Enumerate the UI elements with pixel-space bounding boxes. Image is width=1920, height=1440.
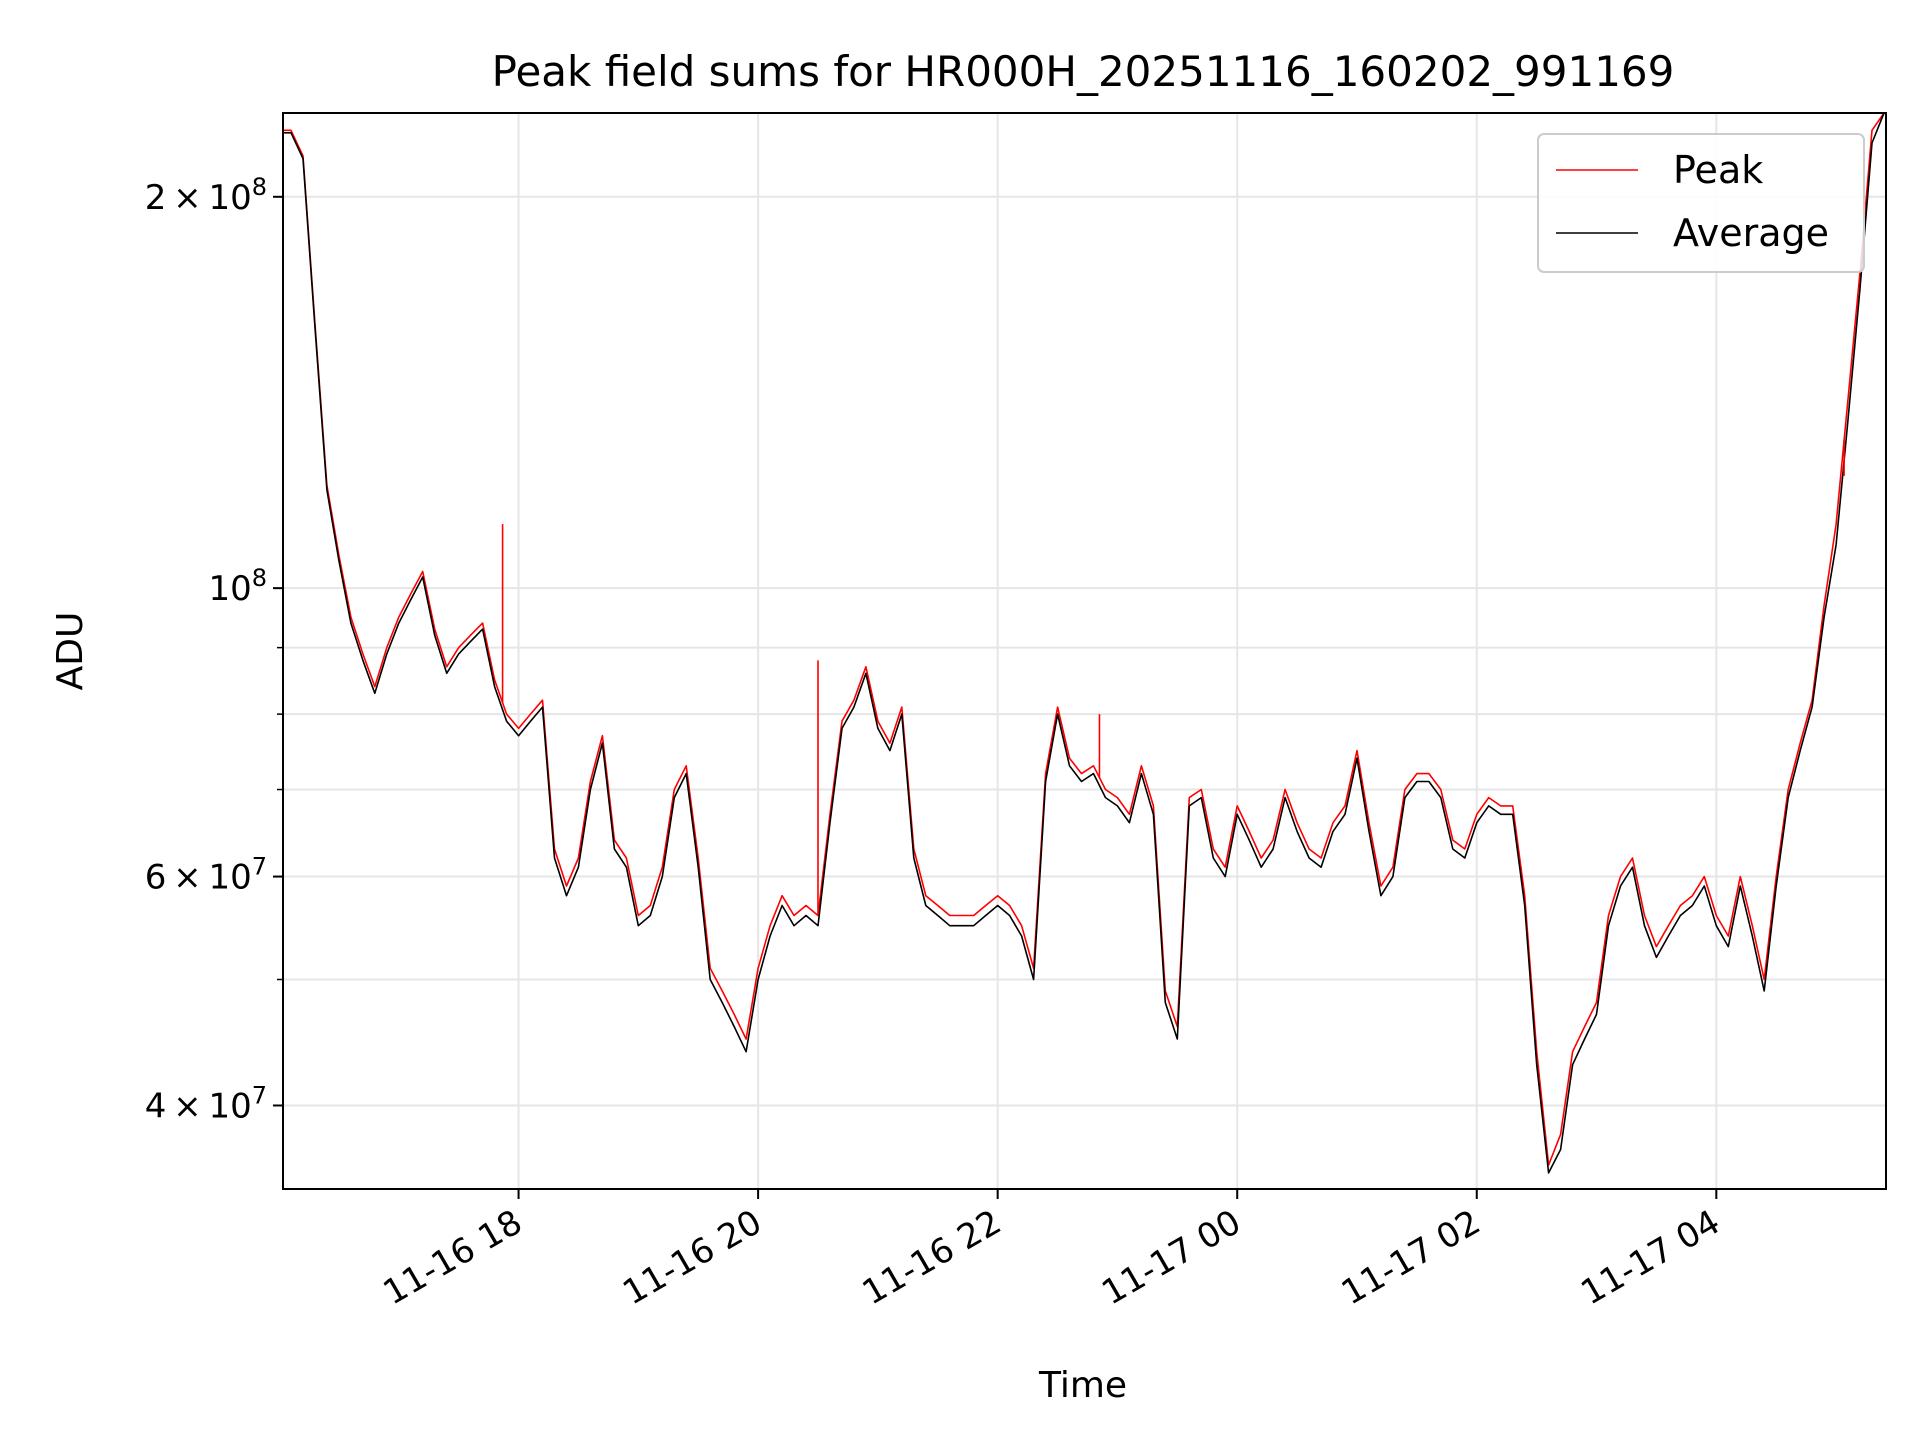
plot-frame xyxy=(282,112,1887,1190)
y-tick-exponent: 7 xyxy=(252,1081,267,1109)
plot-series xyxy=(283,113,1885,1174)
y-tick-exponent: 8 xyxy=(252,564,267,592)
y-tick-label: 2 × 108 xyxy=(145,173,267,218)
y-tick-ten: 10 xyxy=(208,1086,251,1126)
legend-label-average: Average xyxy=(1673,211,1829,255)
x-axis-label: Time xyxy=(1038,1365,1127,1406)
y-tick-ten: 10 xyxy=(208,858,251,898)
y-tick-ten: 10 xyxy=(208,569,251,609)
y-tick-ten: 10 xyxy=(208,178,251,218)
legend-label-peak: Peak xyxy=(1673,148,1763,192)
legend-box xyxy=(1537,133,1865,273)
series-line-average xyxy=(283,113,1885,1174)
y-tick-label: 108 xyxy=(208,564,267,609)
y-tick-exponent: 7 xyxy=(252,853,267,881)
legend: Peak Average xyxy=(1537,133,1865,273)
y-tick-label: 4 × 107 xyxy=(145,1081,267,1126)
y-axis-label: ADU xyxy=(50,612,91,691)
y-tick-base: 2 × xyxy=(145,178,209,218)
y-tick-label: 6 × 107 xyxy=(145,853,267,898)
series-group xyxy=(283,113,1885,1174)
y-tick-base: 6 × xyxy=(145,858,209,898)
y-tick-base: 4 × xyxy=(145,1086,209,1126)
y-tick-exponent: 8 xyxy=(252,173,267,201)
chart-title: Peak field sums for HR000H_20251116_1602… xyxy=(492,47,1675,96)
